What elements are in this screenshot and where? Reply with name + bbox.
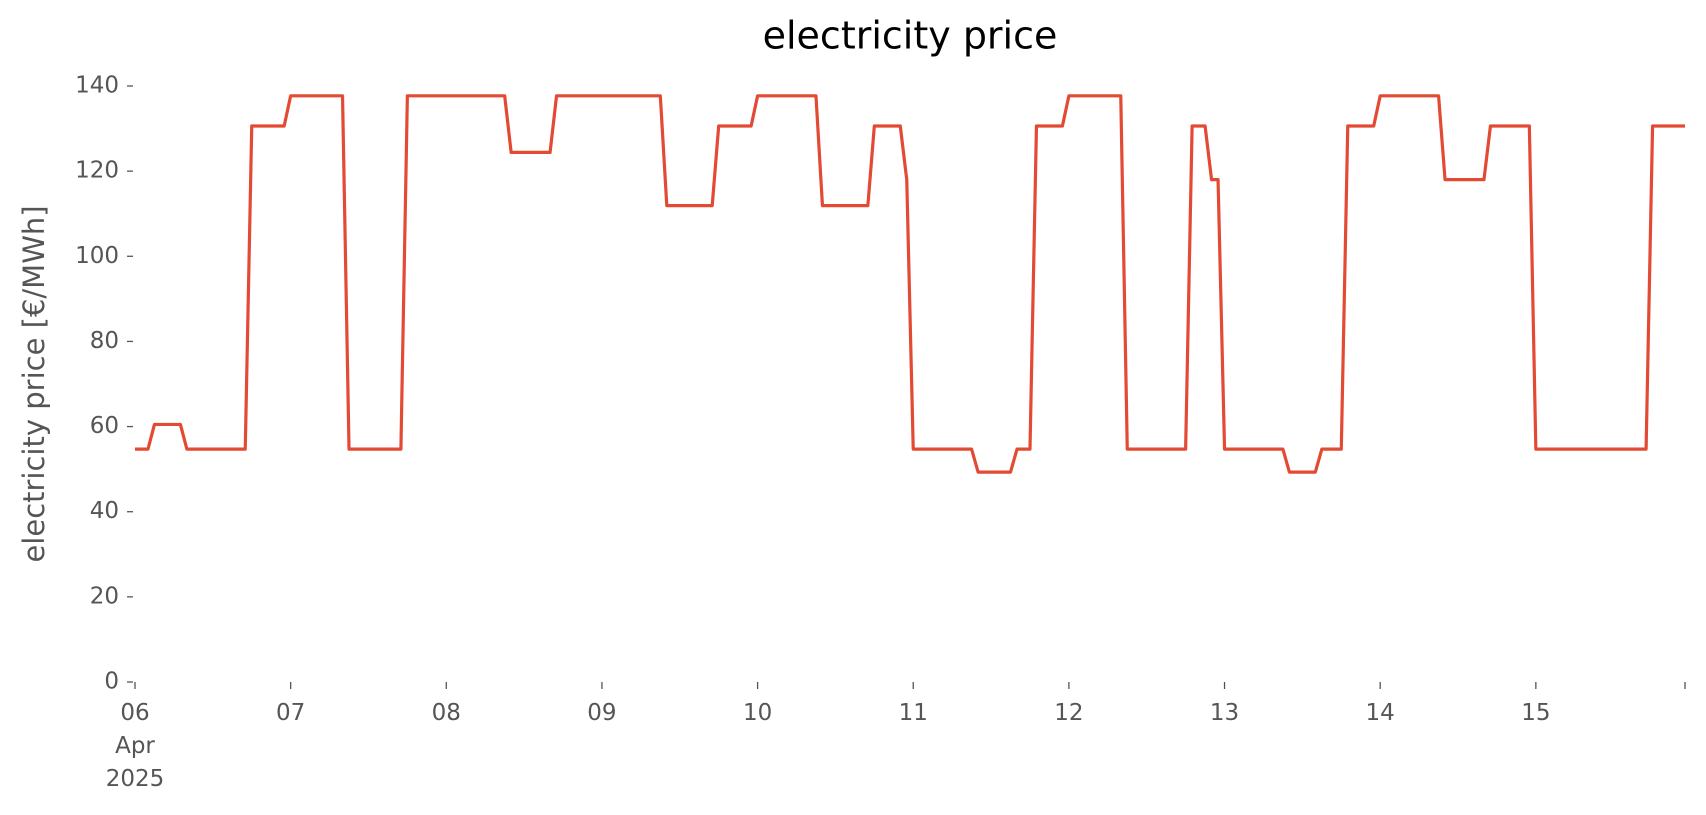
y-tick-label: 0 <box>104 669 119 695</box>
x-tick-label: 11 <box>899 700 928 726</box>
y-tick-label: 20 <box>90 583 119 609</box>
y-tick-label: 60 <box>90 413 119 439</box>
y-tick-label: 100 <box>75 243 119 269</box>
x-tick-label: 15 <box>1521 700 1550 726</box>
y-axis-label: electricity price [€/MWh] <box>17 205 51 562</box>
y-tick-label: 80 <box>90 328 119 354</box>
x-tick-label: 10 <box>743 700 772 726</box>
series-line <box>135 94 1685 474</box>
x-tick-label: 12 <box>1054 700 1083 726</box>
y-tick-label: 40 <box>90 498 119 524</box>
x-tick-label: 13 <box>1210 700 1239 726</box>
y-tick-label: 120 <box>75 158 119 184</box>
x-tick-label: 09 <box>587 700 616 726</box>
x-tick-label: 14 <box>1366 700 1395 726</box>
y-tick-label: 140 <box>75 73 119 99</box>
x-tick-label: 06 Apr 2025 <box>106 700 165 792</box>
chart-title: electricity price <box>763 14 1058 58</box>
x-tick-label: 07 <box>276 700 305 726</box>
x-tick-label: 08 <box>432 700 461 726</box>
